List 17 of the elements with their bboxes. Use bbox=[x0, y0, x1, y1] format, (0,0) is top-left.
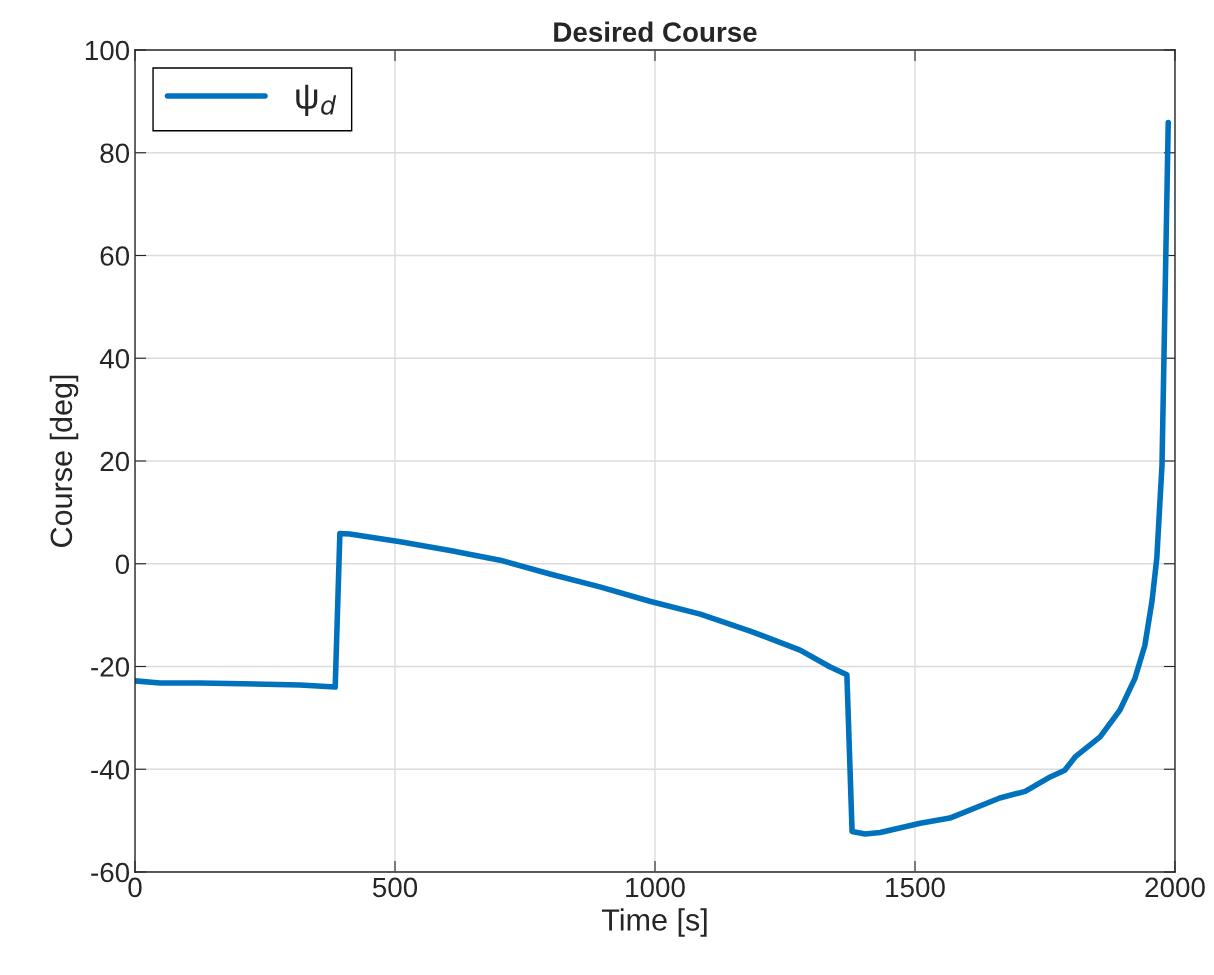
y-tick-label: 20 bbox=[100, 451, 130, 472]
x-tick-label: 1000 bbox=[626, 877, 685, 898]
y-tick-label: 60 bbox=[100, 246, 130, 266]
y-tick-label: -40 bbox=[91, 759, 130, 780]
y-tick-label: 80 bbox=[100, 143, 130, 164]
y-tick-label: -20 bbox=[91, 657, 130, 677]
x-axis-title: Time [s] bbox=[601, 908, 707, 937]
chart-title: Desired Course bbox=[554, 21, 757, 42]
x-tick-label: 500 bbox=[372, 877, 418, 898]
x-tick-label: 2000 bbox=[1145, 877, 1205, 898]
y-tick-label: 0 bbox=[115, 554, 130, 575]
y-axis-title: Course [deg] bbox=[49, 375, 79, 547]
y-tick-label: -60 bbox=[91, 862, 130, 883]
y-tick-label: 40 bbox=[99, 348, 130, 369]
legend-label: ψ$_{d}$ bbox=[296, 84, 337, 116]
y-tick-label: 100 bbox=[85, 40, 130, 61]
x-tick-label: 1500 bbox=[886, 877, 945, 898]
